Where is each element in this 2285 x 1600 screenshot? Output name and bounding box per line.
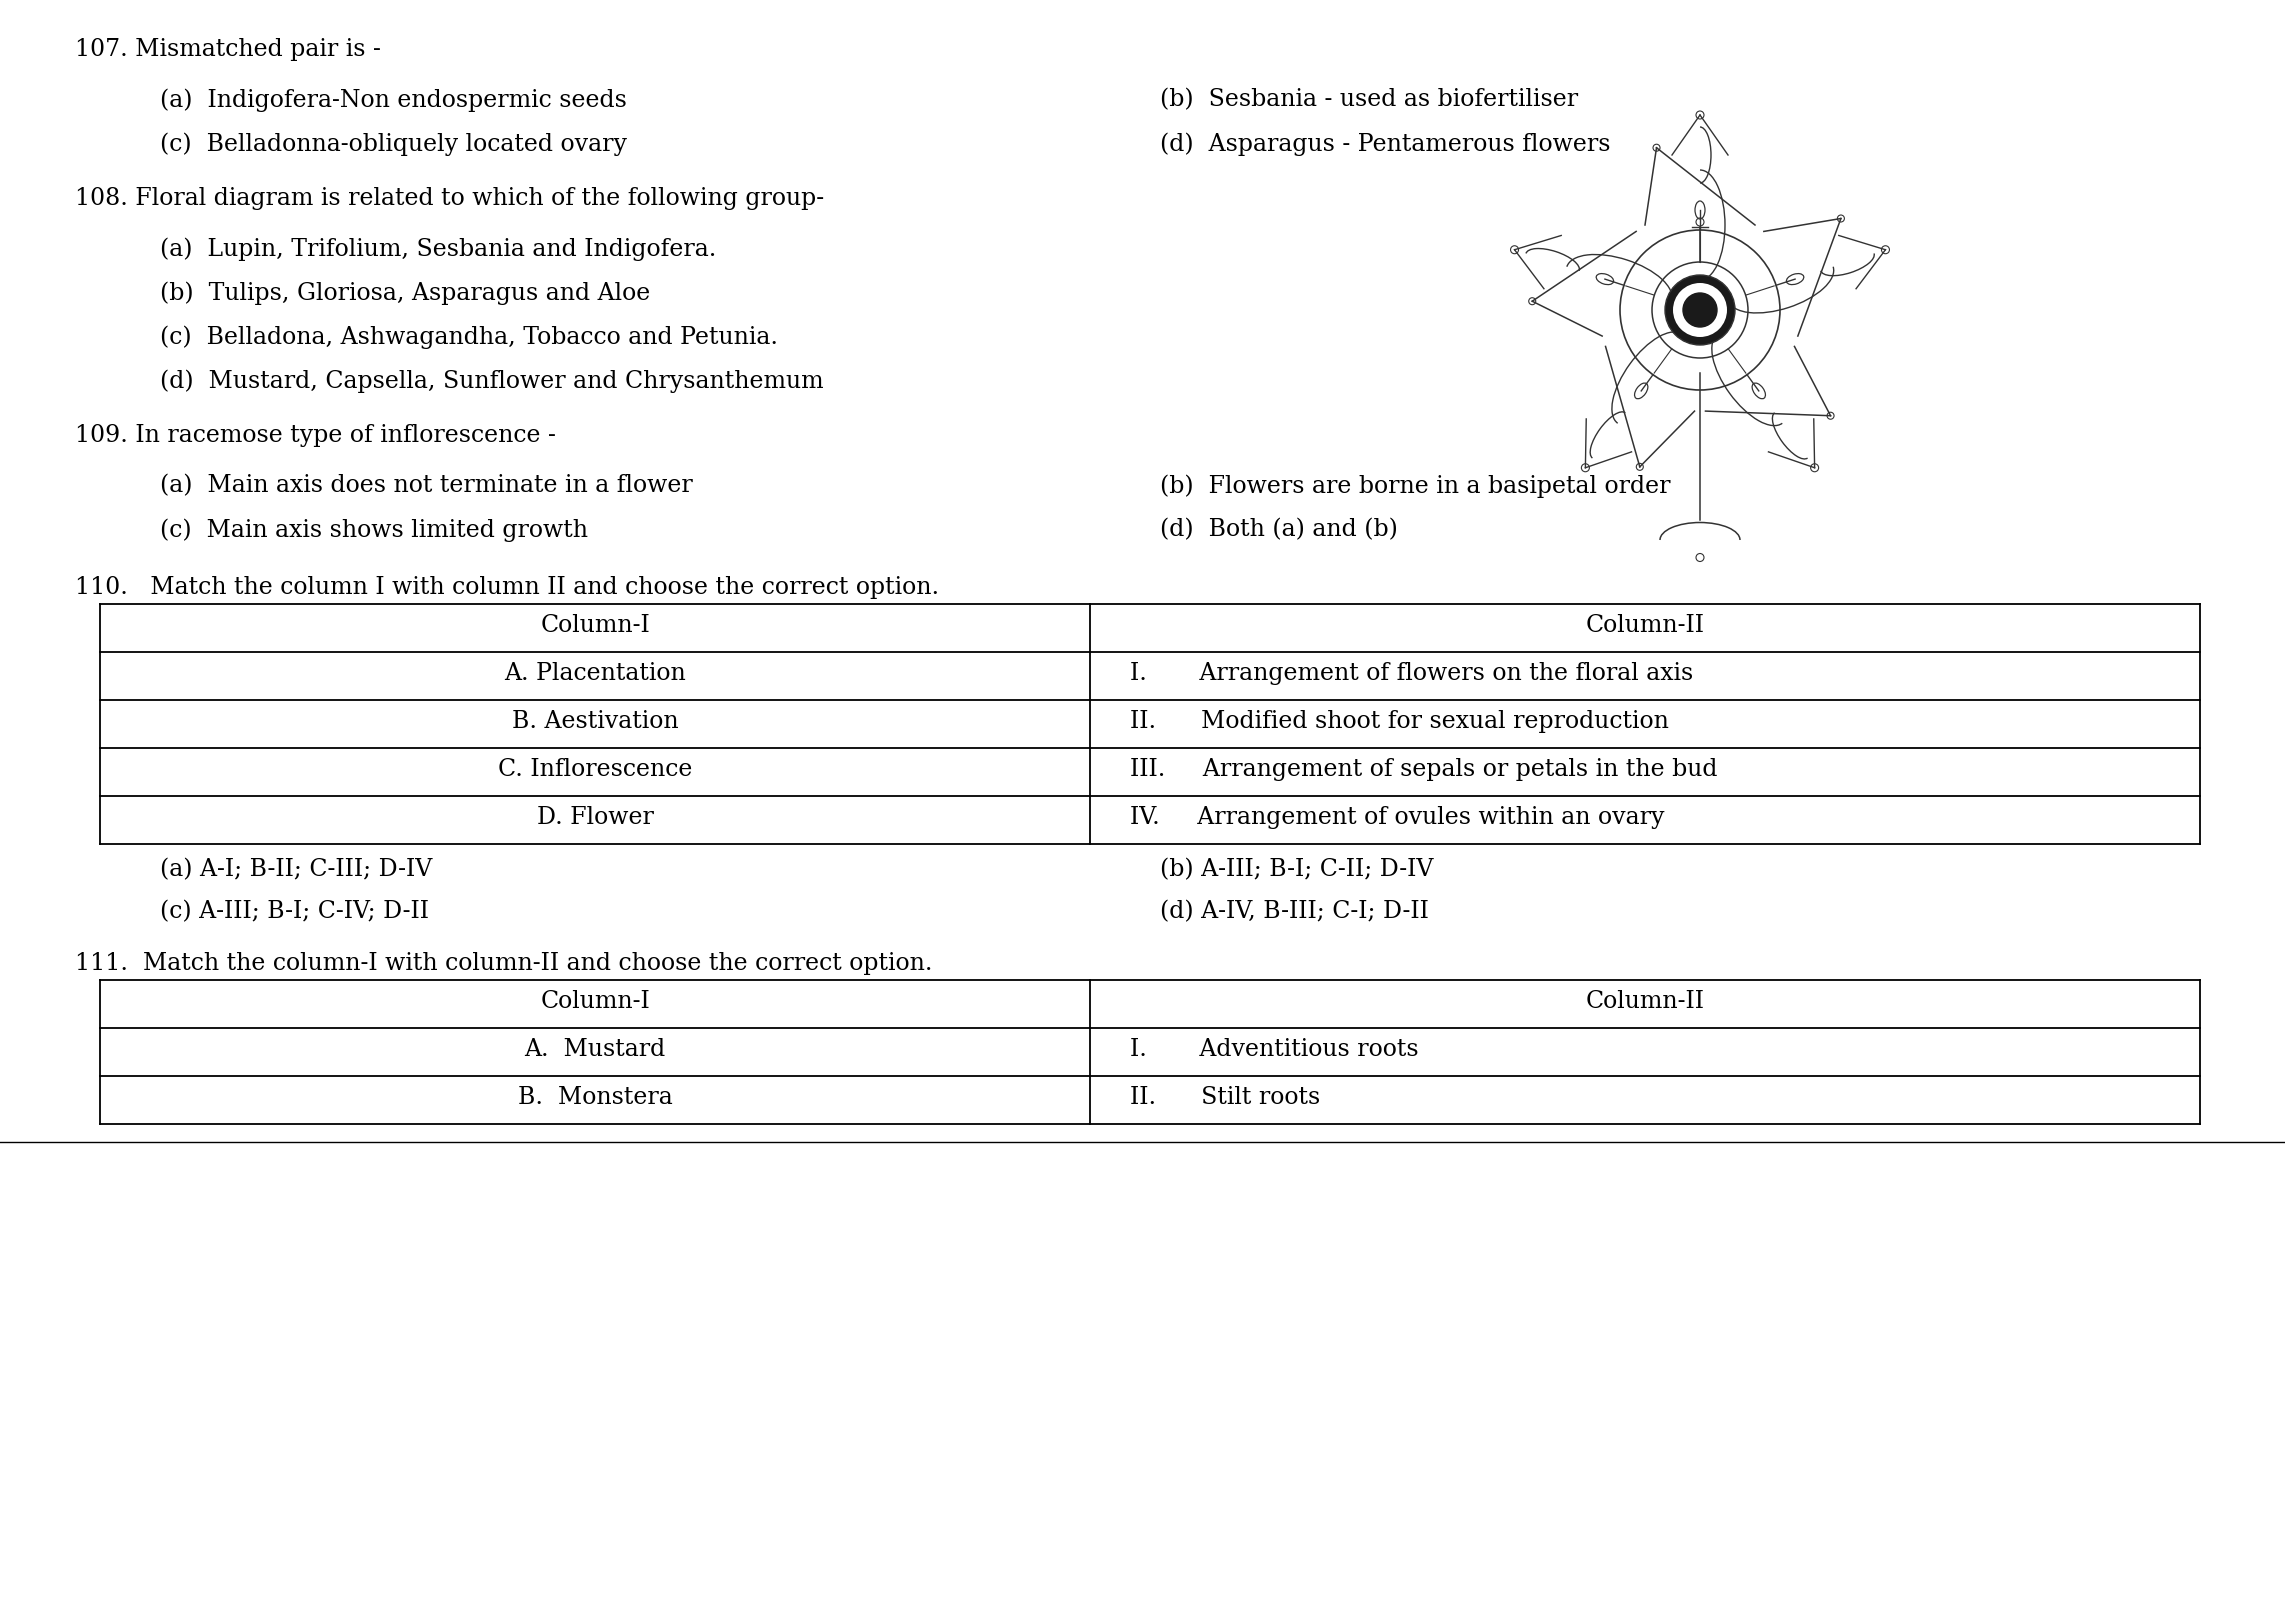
Text: Column-II: Column-II bbox=[1586, 614, 1705, 637]
Text: A. Placentation: A. Placentation bbox=[505, 662, 686, 685]
Text: (a) A-I; B-II; C-III; D-IV: (a) A-I; B-II; C-III; D-IV bbox=[160, 858, 432, 882]
Text: I.       Arrangement of flowers on the floral axis: I. Arrangement of flowers on the floral … bbox=[1131, 662, 1693, 685]
Text: II.      Stilt roots: II. Stilt roots bbox=[1131, 1086, 1321, 1109]
Text: (d)  Both (a) and (b): (d) Both (a) and (b) bbox=[1161, 518, 1398, 541]
Text: B.  Monstera: B. Monstera bbox=[519, 1086, 672, 1109]
Text: (c)  Belladona, Ashwagandha, Tobacco and Petunia.: (c) Belladona, Ashwagandha, Tobacco and … bbox=[160, 325, 777, 349]
Text: IV.     Arrangement of ovules within an ovary: IV. Arrangement of ovules within an ovar… bbox=[1131, 806, 1663, 829]
Text: (d)  Asparagus - Pentamerous flowers: (d) Asparagus - Pentamerous flowers bbox=[1161, 133, 1611, 155]
Text: 108. Floral diagram is related to which of the following group-: 108. Floral diagram is related to which … bbox=[75, 187, 825, 210]
Text: A.  Mustard: A. Mustard bbox=[523, 1038, 665, 1061]
Circle shape bbox=[1673, 283, 1727, 338]
Text: (c)  Main axis shows limited growth: (c) Main axis shows limited growth bbox=[160, 518, 587, 541]
Text: Column-I: Column-I bbox=[539, 614, 649, 637]
Text: I.       Adventitious roots: I. Adventitious roots bbox=[1131, 1038, 1419, 1061]
Text: B. Aestivation: B. Aestivation bbox=[512, 710, 679, 733]
Text: (c)  Belladonna-obliquely located ovary: (c) Belladonna-obliquely located ovary bbox=[160, 133, 626, 155]
Text: III.     Arrangement of sepals or petals in the bud: III. Arrangement of sepals or petals in … bbox=[1131, 758, 1718, 781]
Text: C. Inflorescence: C. Inflorescence bbox=[498, 758, 692, 781]
Text: II.      Modified shoot for sexual reproduction: II. Modified shoot for sexual reproducti… bbox=[1131, 710, 1668, 733]
Text: 110.   Match the column I with column II and choose the correct option.: 110. Match the column I with column II a… bbox=[75, 576, 939, 598]
Text: (a)  Lupin, Trifolium, Sesbania and Indigofera.: (a) Lupin, Trifolium, Sesbania and Indig… bbox=[160, 237, 717, 261]
Text: Column-I: Column-I bbox=[539, 990, 649, 1013]
Text: D. Flower: D. Flower bbox=[537, 806, 654, 829]
Text: 109. In racemose type of inflorescence -: 109. In racemose type of inflorescence - bbox=[75, 424, 555, 446]
Text: (a)  Main axis does not terminate in a flower: (a) Main axis does not terminate in a fl… bbox=[160, 474, 692, 498]
Text: (b) A-III; B-I; C-II; D-IV: (b) A-III; B-I; C-II; D-IV bbox=[1161, 858, 1433, 882]
Text: (d) A-IV, B-III; C-I; D-II: (d) A-IV, B-III; C-I; D-II bbox=[1161, 899, 1428, 923]
Text: (b)  Tulips, Gloriosa, Asparagus and Aloe: (b) Tulips, Gloriosa, Asparagus and Aloe bbox=[160, 282, 651, 304]
Text: (c) A-III; B-I; C-IV; D-II: (c) A-III; B-I; C-IV; D-II bbox=[160, 899, 430, 923]
Text: (a)  Indigofera-Non endospermic seeds: (a) Indigofera-Non endospermic seeds bbox=[160, 88, 626, 112]
Text: Column-II: Column-II bbox=[1586, 990, 1705, 1013]
Circle shape bbox=[1684, 293, 1716, 326]
Text: (b)  Sesbania - used as biofertiliser: (b) Sesbania - used as biofertiliser bbox=[1161, 88, 1579, 110]
Text: 111.  Match the column-I with column-II and choose the correct option.: 111. Match the column-I with column-II a… bbox=[75, 952, 932, 974]
Text: (d)  Mustard, Capsella, Sunflower and Chrysanthemum: (d) Mustard, Capsella, Sunflower and Chr… bbox=[160, 370, 823, 392]
Circle shape bbox=[1666, 275, 1734, 346]
Text: (b)  Flowers are borne in a basipetal order: (b) Flowers are borne in a basipetal ord… bbox=[1161, 474, 1670, 498]
Text: 107. Mismatched pair is -: 107. Mismatched pair is - bbox=[75, 38, 382, 61]
